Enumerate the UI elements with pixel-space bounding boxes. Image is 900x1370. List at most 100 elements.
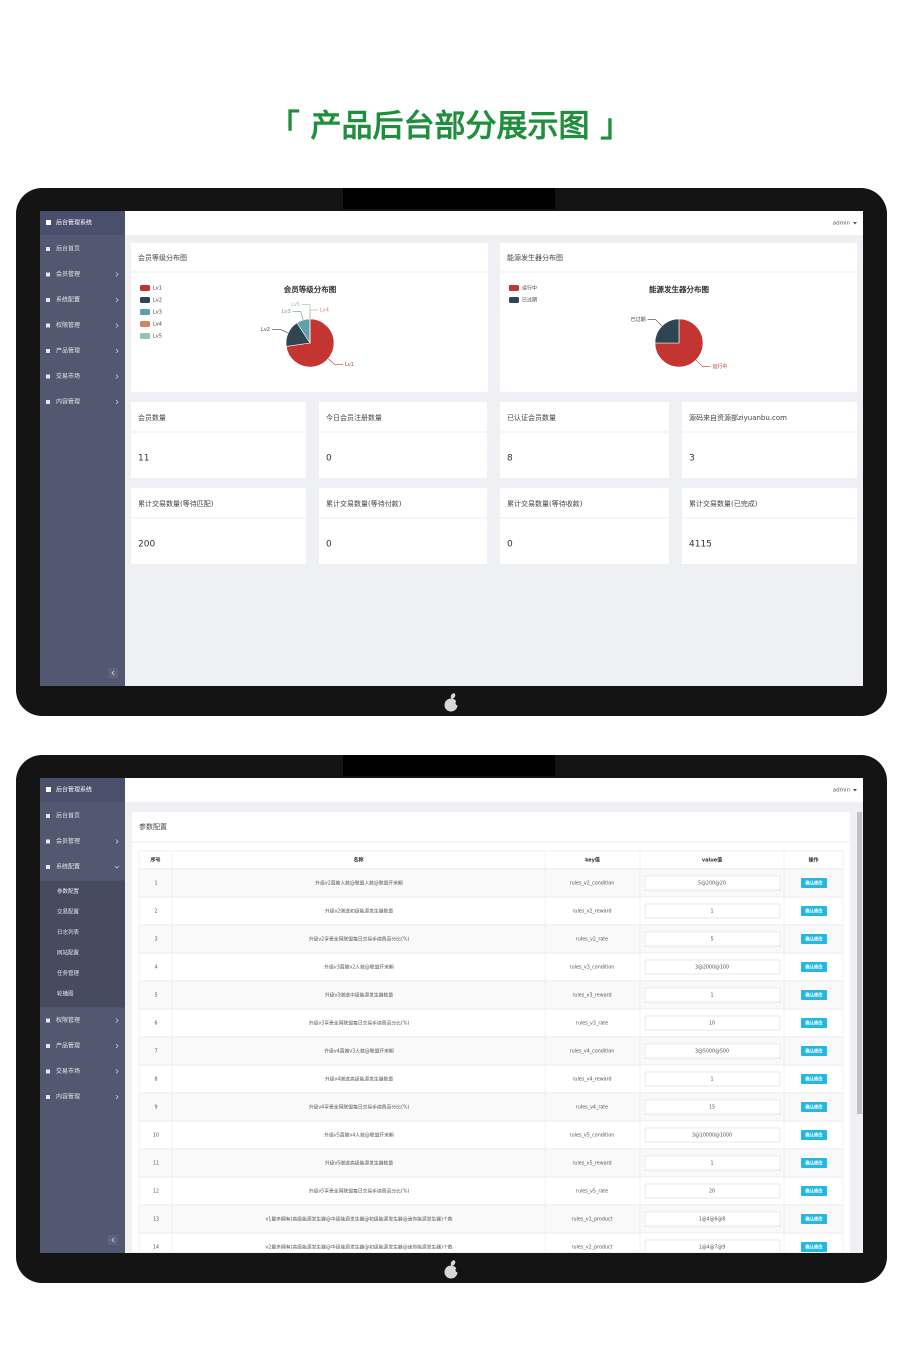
confirm-button[interactable]: 确认修改	[801, 934, 827, 944]
confirm-button[interactable]: 确认修改	[801, 1102, 827, 1112]
user-menu[interactable]: admin	[833, 221, 851, 227]
confirm-button[interactable]: 确认修改	[801, 906, 827, 916]
value-input[interactable]	[644, 1239, 781, 1254]
row-value[interactable]: 3@2000@100	[695, 965, 729, 971]
value-input[interactable]	[644, 1155, 781, 1171]
submenu-item[interactable]: 轮播图	[57, 990, 74, 998]
button-label[interactable]: 确认修改	[805, 1076, 823, 1083]
row-value[interactable]: 15	[709, 1105, 715, 1111]
menu-label[interactable]: 权限管理	[56, 1016, 80, 1024]
menu-label[interactable]: 后台首页	[56, 812, 80, 820]
button-bg[interactable]	[801, 962, 827, 972]
button-bg[interactable]	[801, 1046, 827, 1056]
menu-item[interactable]: 权限管理	[46, 321, 119, 329]
confirm-button[interactable]: 确认修改	[801, 962, 827, 972]
menu-label[interactable]: 产品管理	[56, 347, 80, 355]
confirm-button[interactable]: 确认修改	[801, 1242, 827, 1252]
row-value[interactable]: 20	[709, 1189, 715, 1195]
confirm-button[interactable]: 确认修改	[801, 878, 827, 888]
button-bg[interactable]	[801, 1102, 827, 1112]
button-label[interactable]: 确认修改	[805, 1160, 823, 1167]
menu-label[interactable]: 会员管理	[56, 837, 80, 845]
submenu-item[interactable]: 网站配置	[57, 949, 80, 957]
menu-item[interactable]: 会员管理	[46, 270, 119, 278]
row-value[interactable]: 3@10000@1000	[692, 1133, 732, 1139]
menu-label[interactable]: 系统配置	[56, 296, 80, 304]
menu-item[interactable]: 交易市场	[46, 1067, 119, 1075]
scrollbar-thumb[interactable]	[857, 812, 862, 1114]
button-label[interactable]: 确认修改	[805, 1104, 823, 1111]
confirm-button[interactable]: 确认修改	[801, 1046, 827, 1056]
row-value[interactable]: 1	[710, 993, 713, 999]
menu-item[interactable]: 系统配置	[46, 296, 119, 304]
button-bg[interactable]	[801, 906, 827, 916]
button-label[interactable]: 确认修改	[805, 1020, 823, 1027]
confirm-button[interactable]: 确认修改	[801, 1186, 827, 1196]
menu-item[interactable]: 内容管理	[46, 398, 119, 406]
menu-label[interactable]: 会员管理	[56, 270, 80, 278]
value-input[interactable]	[644, 1183, 781, 1199]
value-input[interactable]	[644, 1015, 781, 1031]
menu-label[interactable]: 权限管理	[56, 321, 80, 329]
submenu-item[interactable]: 日志列表	[57, 928, 80, 936]
menu-item[interactable]: 会员管理	[46, 837, 119, 845]
button-label[interactable]: 确认修改	[805, 936, 823, 943]
value-input[interactable]	[644, 1127, 781, 1143]
value-input[interactable]	[644, 1043, 781, 1059]
button-bg[interactable]	[801, 1130, 827, 1140]
row-value[interactable]: 10	[709, 1021, 715, 1027]
row-value[interactable]: 1	[710, 1077, 713, 1083]
confirm-button[interactable]: 确认修改	[801, 990, 827, 1000]
button-label[interactable]: 确认修改	[805, 992, 823, 999]
menu-label[interactable]: 内容管理	[56, 398, 80, 406]
button-bg[interactable]	[801, 1242, 827, 1252]
confirm-button[interactable]: 确认修改	[801, 1158, 827, 1168]
button-label[interactable]: 确认修改	[805, 1216, 823, 1223]
button-bg[interactable]	[801, 990, 827, 1000]
button-label[interactable]: 确认修改	[805, 1188, 823, 1195]
row-value[interactable]: 5@200@20	[698, 881, 726, 887]
button-bg[interactable]	[801, 1158, 827, 1168]
menu-item[interactable]: 权限管理	[46, 1016, 119, 1024]
confirm-button[interactable]: 确认修改	[801, 1074, 827, 1084]
row-value[interactable]: 1	[710, 1161, 713, 1167]
button-label[interactable]: 确认修改	[805, 880, 823, 887]
row-value[interactable]: 1	[710, 909, 713, 915]
row-value[interactable]: 1@4@7@9	[699, 1245, 726, 1251]
button-bg[interactable]	[801, 878, 827, 888]
button-label[interactable]: 确认修改	[805, 1048, 823, 1055]
confirm-button[interactable]: 确认修改	[801, 1018, 827, 1028]
value-input[interactable]	[644, 1071, 781, 1087]
button-label[interactable]: 确认修改	[805, 964, 823, 971]
value-input[interactable]	[644, 903, 781, 919]
user-menu[interactable]: admin	[833, 788, 851, 794]
sidebar-collapse[interactable]	[108, 668, 118, 678]
confirm-button[interactable]: 确认修改	[801, 1214, 827, 1224]
button-label[interactable]: 确认修改	[805, 908, 823, 915]
value-input[interactable]	[644, 959, 781, 975]
menu-item[interactable]: 系统配置	[46, 863, 120, 871]
submenu-item[interactable]: 任务管理	[57, 969, 80, 977]
confirm-button[interactable]: 确认修改	[801, 1130, 827, 1140]
button-bg[interactable]	[801, 1074, 827, 1084]
submenu-item[interactable]: 参数配置	[57, 887, 80, 895]
menu-item[interactable]: 后台首页	[46, 812, 80, 820]
button-bg[interactable]	[801, 1018, 827, 1028]
value-input[interactable]	[644, 987, 781, 1003]
menu-item[interactable]: 后台首页	[46, 245, 80, 253]
menu-item[interactable]: 产品管理	[46, 1042, 119, 1050]
menu-item[interactable]: 交易市场	[46, 372, 119, 380]
menu-label[interactable]: 产品管理	[56, 1042, 80, 1050]
button-label[interactable]: 确认修改	[805, 1132, 823, 1139]
menu-item[interactable]: 内容管理	[46, 1093, 119, 1101]
value-input[interactable]	[644, 931, 781, 947]
value-input[interactable]	[644, 875, 781, 891]
sidebar-collapse[interactable]	[108, 1235, 118, 1245]
menu-item[interactable]: 产品管理	[46, 347, 119, 355]
menu-label[interactable]: 交易市场	[56, 372, 80, 380]
row-value[interactable]: 5	[710, 937, 713, 943]
value-input[interactable]	[644, 1211, 781, 1227]
button-label[interactable]: 确认修改	[805, 1244, 823, 1251]
row-value[interactable]: 3@5000@500	[695, 1049, 729, 1055]
menu-label[interactable]: 交易市场	[56, 1067, 80, 1075]
